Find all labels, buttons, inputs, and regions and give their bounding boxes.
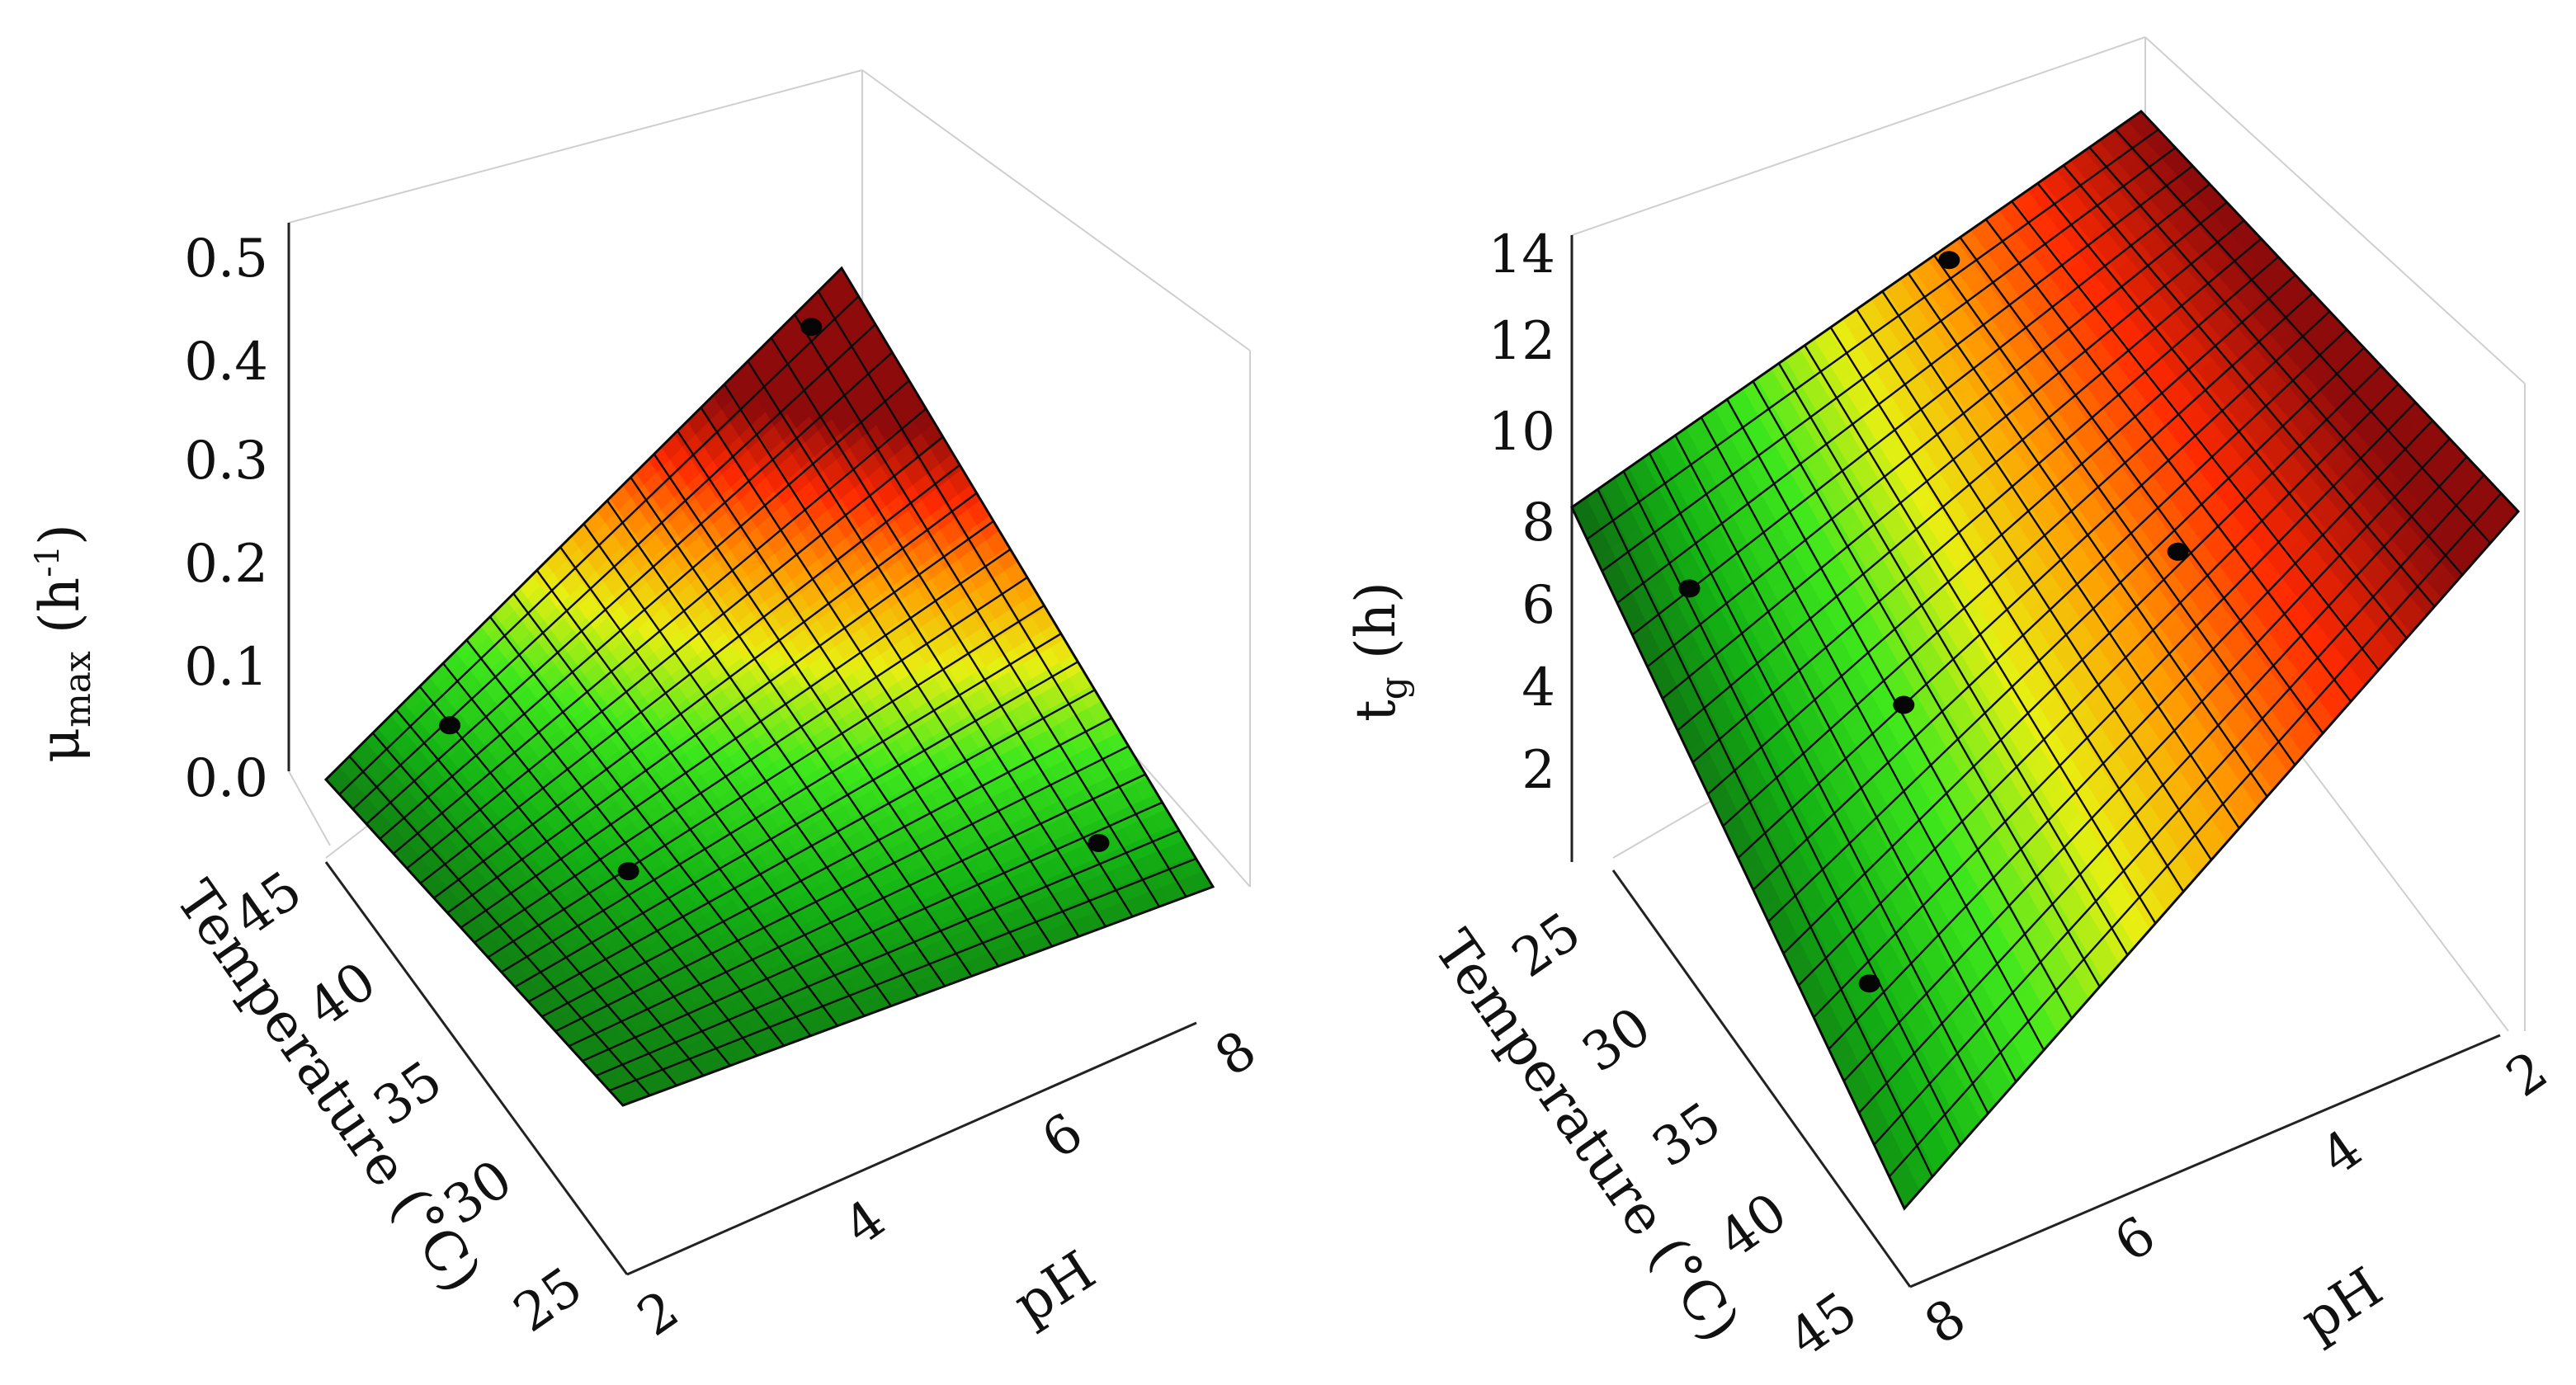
x-tick-label: 4 (833, 1189, 896, 1258)
wire-line (514, 661, 1078, 988)
z-tick-label: 4 (1522, 657, 1555, 718)
y-tick-label: 30 (1572, 996, 1662, 1084)
x-tick-label: 8 (1914, 1288, 1977, 1357)
wire-line (1649, 452, 1989, 1114)
wire-line (1813, 401, 2417, 1019)
data-point (1938, 251, 1960, 270)
wireframe-right (1570, 110, 2521, 1211)
z-tick-label: 0.5 (184, 228, 268, 290)
z-tick-label: 6 (1522, 575, 1555, 636)
surface-outline (323, 266, 1215, 1107)
x-axis-label-left: pH (1003, 1239, 1106, 1337)
wire-line (488, 615, 812, 1037)
z-tick-label: 10 (1489, 402, 1555, 463)
wire-line (609, 857, 1196, 1092)
z-axis-label-right: tg (h) (1344, 582, 1415, 722)
axes-left (287, 223, 1197, 1276)
wire-line (1700, 417, 2045, 1051)
data-points-right (1678, 251, 2189, 993)
wire-line (583, 523, 919, 997)
z-tick-label: 0.2 (184, 534, 268, 595)
wire-line (1597, 488, 1933, 1178)
z-tick-label: 12 (1489, 311, 1555, 372)
surface-outline (1570, 110, 2521, 1211)
y-axis-label-left: Temperature (°C) (163, 869, 494, 1303)
x-axis-label-right: pH (2290, 1255, 2394, 1354)
z-tick-label: 14 (1489, 224, 1555, 285)
wire-line (1622, 470, 1961, 1146)
data-point (800, 318, 823, 337)
wire-line (559, 546, 892, 1007)
wire-line (512, 592, 838, 1027)
wire-line (1782, 365, 2382, 954)
data-point (1893, 695, 1915, 714)
y-tick-label: 25 (1502, 901, 1592, 989)
wire-line (1777, 362, 2129, 956)
z-ticks-right: 2 4 6 8 10 12 14 (1489, 224, 1555, 801)
wire-line (1797, 383, 2399, 987)
wire-line (569, 773, 1146, 1048)
wire-line (1828, 419, 2434, 1050)
x-tick-label: 2 (2496, 1040, 2559, 1109)
wire-line (595, 829, 1180, 1077)
wire-line (582, 801, 1163, 1062)
surface-right (1571, 111, 2519, 1209)
y-tick-label: 35 (1642, 1091, 1732, 1179)
data-point (1678, 579, 1701, 598)
z-tick-label: 2 (1522, 740, 1555, 801)
wire-line (418, 685, 731, 1067)
z-tick-label: 0.4 (184, 332, 268, 393)
wire-line (1858, 456, 2468, 1114)
chart-left: 0.5 0.4 0.3 0.2 0.1 0.0 μmax (h-1) 45 40… (28, 69, 1267, 1349)
data-point (1087, 833, 1110, 852)
wire-line (487, 605, 1045, 959)
data-points-left (439, 318, 1110, 881)
data-point (1858, 974, 1880, 993)
wire-line (1767, 346, 2365, 923)
z-ticks-left: 0.5 0.4 0.3 0.2 0.1 0.0 (184, 228, 268, 809)
x-tick-label: 2 (627, 1279, 690, 1349)
y-tick-label: 25 (503, 1255, 593, 1344)
data-point (439, 716, 461, 735)
wire-line (1804, 345, 2157, 924)
data-point (617, 862, 639, 881)
wire-line (527, 689, 1096, 1003)
wire-line (1842, 437, 2451, 1082)
wire-line (348, 756, 651, 1096)
x-tick-label: 8 (1205, 1020, 1267, 1089)
z-tick-label: 8 (1522, 492, 1555, 554)
chart-right: 2 4 6 8 10 12 14 tg (h) 25 30 35 40 45 T… (1344, 36, 2559, 1369)
x-tick-label: 6 (2104, 1205, 2167, 1274)
wire-line (1873, 474, 2485, 1146)
wire-line (501, 633, 1062, 973)
wire-line (371, 732, 677, 1086)
data-point (2167, 542, 2189, 561)
x-tick-label: 6 (1031, 1102, 1094, 1171)
x-tick-label: 4 (2310, 1119, 2373, 1188)
axes-right (1570, 235, 2501, 1288)
wire-line (442, 662, 758, 1057)
wire-line (465, 639, 785, 1047)
y-tick-label: 45 (1778, 1280, 1868, 1369)
y-tick-label: 40 (1708, 1181, 1798, 1270)
wire-line (541, 717, 1112, 1018)
wire-line (1752, 328, 2348, 891)
z-tick-label: 0.3 (184, 431, 268, 492)
wire-line (1674, 435, 2017, 1082)
z-axis-label-left: μmax (h-1) (28, 524, 99, 763)
wire-line (1829, 327, 2185, 893)
z-tick-label: 0.1 (184, 637, 268, 698)
wire-line (395, 709, 705, 1076)
wire-line (1855, 309, 2213, 861)
wire-line (1752, 380, 2101, 987)
wire-line (554, 745, 1130, 1033)
wire-line (535, 569, 866, 1017)
z-tick-label: 0.0 (184, 748, 268, 809)
wire-line (1888, 492, 2503, 1178)
